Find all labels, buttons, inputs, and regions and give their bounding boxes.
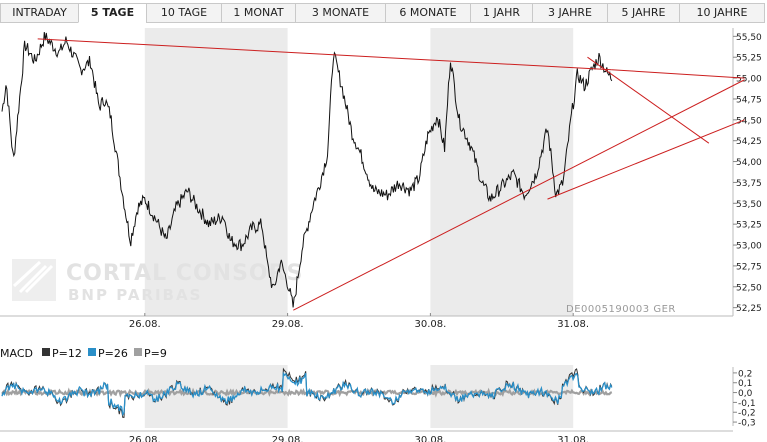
macd-legend-swatch-2 xyxy=(134,348,142,356)
price-y-tick-label-6: 54,00 xyxy=(736,158,762,168)
price-series-line xyxy=(1,31,613,308)
price-y-tick-label-10: 53,00 xyxy=(736,242,762,252)
tab-1-monat[interactable]: 1 MONAT xyxy=(221,3,296,23)
price-y-tick-label-13: 52,25 xyxy=(736,304,762,314)
watermark-logo-stripes xyxy=(12,260,54,294)
macd-legend-label-0: P=12 xyxy=(52,347,82,360)
price-y-tick-label-5: 54,25 xyxy=(736,137,762,147)
price-y-tick-label-4: 54,50 xyxy=(736,116,762,126)
price-y-tick-label-8: 53,50 xyxy=(736,200,762,210)
macd-legend-label-2: P=9 xyxy=(144,347,167,360)
trendline-3 xyxy=(547,119,745,200)
macd-x-tick-label-1: 29.08. xyxy=(272,435,304,442)
macd-y-tick-label-0: 0,2 xyxy=(738,369,752,379)
macd-legend: MACD P=12 P=26 P=9 xyxy=(0,347,167,360)
macd-y-tick-label-4: -0,2 xyxy=(738,409,756,419)
price-x-tick-label-1: 29.08. xyxy=(272,319,304,330)
macd-y-tick-label-2: 0,0 xyxy=(738,389,753,399)
trendline-1 xyxy=(611,69,745,79)
price-y-tick-label-2: 55,00 xyxy=(736,75,762,85)
tab-10-jahre[interactable]: 10 JAHRE xyxy=(679,3,765,23)
trendline-0 xyxy=(37,38,612,71)
tab-10-tage[interactable]: 10 TAGE xyxy=(146,3,222,23)
price-y-tick-label-12: 52,50 xyxy=(736,283,762,293)
trendline-2 xyxy=(293,79,745,311)
macd-legend-swatch-1 xyxy=(88,348,96,356)
macd-y-tick-label-3: -0,1 xyxy=(738,399,756,409)
macd-shaded-day-1 xyxy=(430,365,574,428)
price-y-tick-label-3: 54,75 xyxy=(736,95,762,105)
time-range-tabs: INTRADAY 5 TAGE 10 TAGE 1 MONAT 3 MONATE 6 MO… xyxy=(0,3,767,24)
watermark-line1: CORTAL CONSORS xyxy=(66,261,303,286)
isin-label: DE0005190003 GER xyxy=(566,304,676,315)
price-y-tick-label-11: 52,75 xyxy=(736,262,762,272)
tab-intraday[interactable]: INTRADAY xyxy=(0,3,79,23)
macd-y-tick-label-5: -0,3 xyxy=(738,419,756,429)
price-x-tick-label-2: 30.08. xyxy=(414,319,446,330)
tab-5-jahre[interactable]: 5 JAHRE xyxy=(607,3,680,23)
macd-legend-swatch-0 xyxy=(42,348,50,356)
price-x-tick-label-3: 31.08. xyxy=(557,319,589,330)
macd-x-tick-label-3: 31.08. xyxy=(557,435,589,442)
tab-6-monate[interactable]: 6 MONATE xyxy=(385,3,471,23)
trendline-4 xyxy=(587,56,710,144)
price-y-tick-label-7: 53,75 xyxy=(736,179,762,189)
macd-legend-title: MACD xyxy=(0,347,33,360)
macd-legend-label-1: P=26 xyxy=(98,347,128,360)
macd-shaded-day-0 xyxy=(144,365,288,428)
watermark-line2: BNP PARIBAS xyxy=(68,286,202,304)
price-x-tick-label-0: 26.08. xyxy=(129,319,161,330)
macd-x-tick-label-2: 30.08. xyxy=(414,435,446,442)
price-shaded-day-0 xyxy=(144,28,288,316)
tab-3-monate[interactable]: 3 MONATE xyxy=(295,3,386,23)
macd-y-tick-label-1: 0,1 xyxy=(738,379,752,389)
price-y-tick-label-9: 53,25 xyxy=(736,221,762,231)
price-y-tick-label-0: 55,50 xyxy=(736,33,762,43)
macd-x-tick-label-0: 26.08. xyxy=(129,435,161,442)
tab-5-tage[interactable]: 5 TAGE xyxy=(78,3,147,23)
price-y-tick-label-1: 55,25 xyxy=(736,54,762,64)
tab-3-jahre[interactable]: 3 JAHRE xyxy=(532,3,608,23)
price-shaded-day-1 xyxy=(430,28,574,316)
macd-p26-line xyxy=(1,371,613,417)
